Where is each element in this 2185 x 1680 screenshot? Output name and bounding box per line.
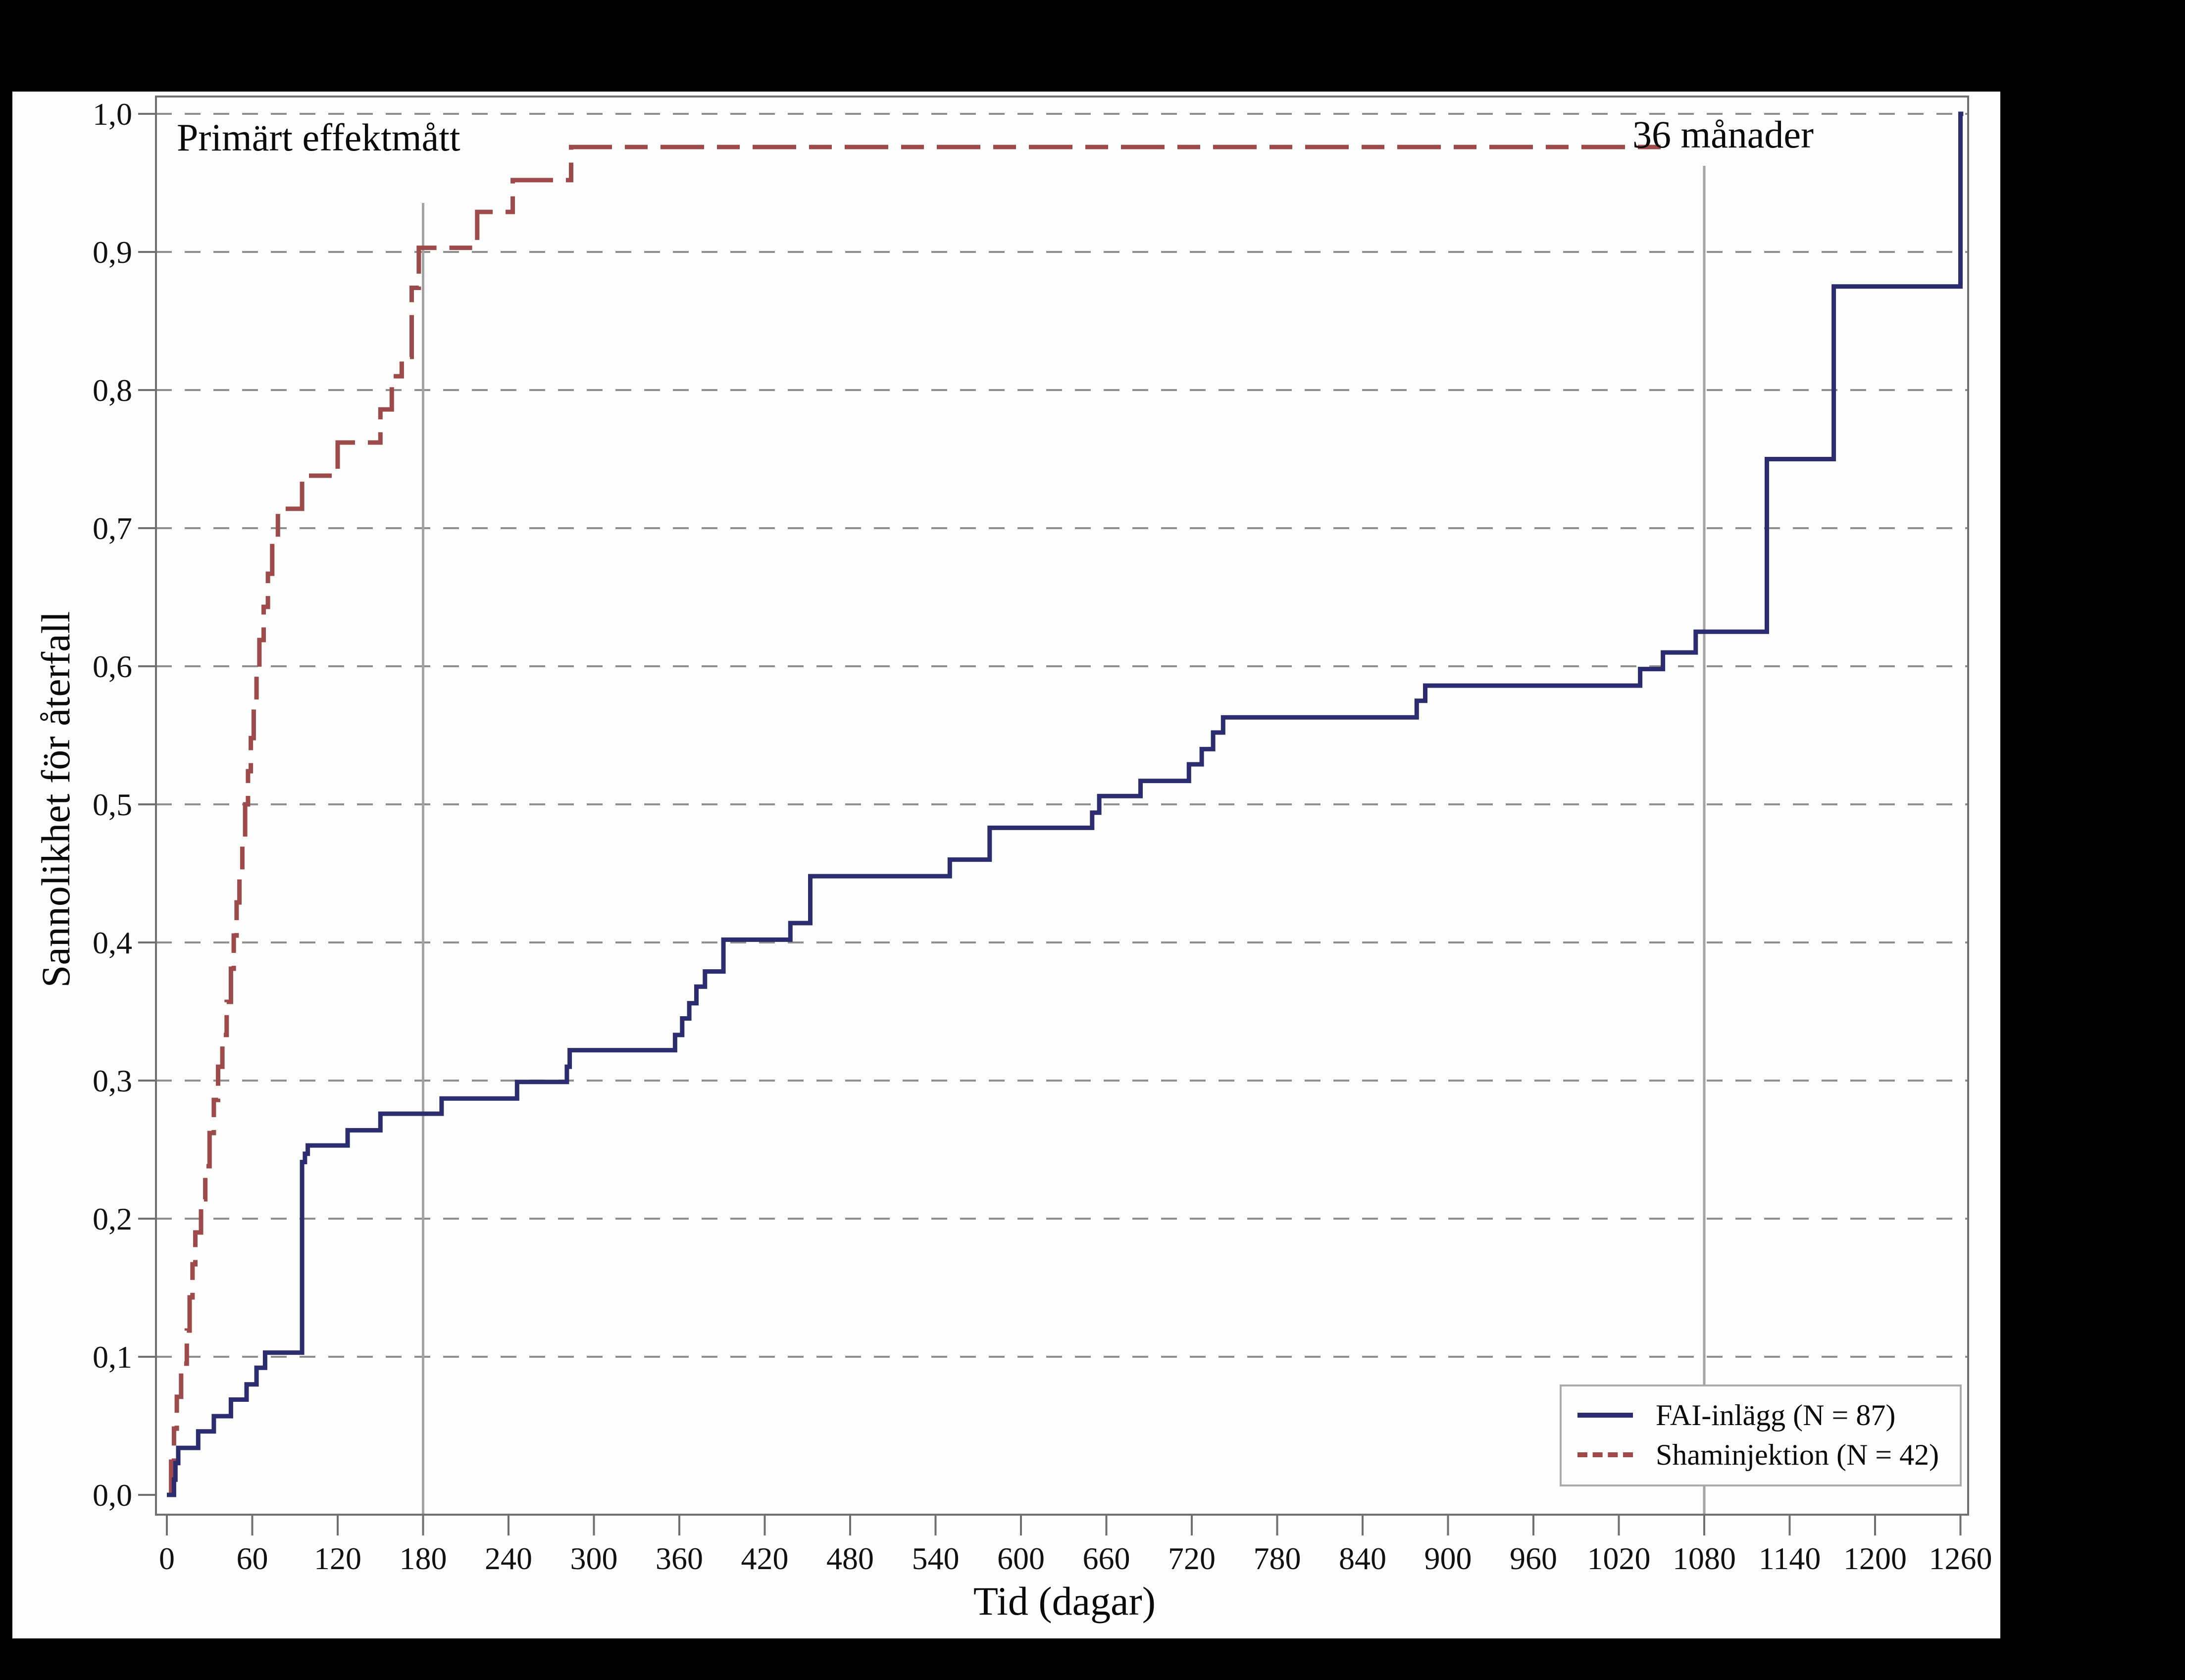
plot-frame: [155, 96, 1969, 1516]
x-axis-title: Tid (dagar): [973, 1579, 1156, 1624]
sham-line-sample-icon: [1577, 1452, 1633, 1457]
legend-item-fai: FAI-inlägg (N = 87): [1577, 1398, 1896, 1432]
x-tick-label: 60: [237, 1541, 268, 1576]
y-tick-label: 0,2: [93, 1201, 132, 1236]
annotation-36-months: 36 månader: [1632, 113, 1814, 156]
x-tick-label: 180: [400, 1541, 447, 1576]
x-tick-label: 1020: [1587, 1541, 1651, 1576]
x-tick-label: 1260: [1929, 1541, 1992, 1576]
x-tick-label: 300: [570, 1541, 618, 1576]
legend-label-fai: FAI-inlägg (N = 87): [1656, 1398, 1896, 1432]
x-tick-label: 1140: [1759, 1541, 1821, 1576]
y-tick-label: 0,1: [93, 1339, 132, 1375]
x-tick-label: 480: [826, 1541, 874, 1576]
x-tick-label: 540: [912, 1541, 960, 1576]
legend-box: FAI-inlägg (N = 87) Shaminjektion (N = 4…: [1560, 1384, 1962, 1486]
x-tick-label: 780: [1254, 1541, 1301, 1576]
legend-label-sham: Shaminjektion (N = 42): [1656, 1438, 1939, 1471]
y-tick-label: 0,6: [93, 649, 132, 684]
x-tick-label: 960: [1510, 1541, 1557, 1576]
x-tick-label: 1080: [1673, 1541, 1736, 1576]
annotation-primary-endpoint: Primärt effektmått: [177, 116, 460, 159]
x-tick-label: 720: [1168, 1541, 1216, 1576]
y-tick-label: 0,7: [93, 511, 132, 546]
y-tick-label: 0,4: [93, 925, 132, 960]
x-tick-label: 900: [1424, 1541, 1472, 1576]
x-tick-label: 660: [1083, 1541, 1130, 1576]
km-plot-area: 0 60 120 180 240 300 360 420 480 540 600 660 720 780 8…: [93, 96, 1992, 1576]
x-tick-label: 600: [997, 1541, 1045, 1576]
y-tick-label: 1,0: [93, 97, 132, 132]
x-tick-label: 840: [1339, 1541, 1386, 1576]
fai-line-sample-icon: [1577, 1413, 1633, 1418]
x-tick-label: 120: [314, 1541, 361, 1576]
x-tick-label: 0: [159, 1541, 175, 1576]
x-tick-label: 420: [741, 1541, 789, 1576]
chart-panel: 0 60 120 180 240 300 360 420 480 540 600 660 720 780 8…: [12, 92, 2000, 1638]
fai-curve: [167, 111, 1964, 1497]
x-tick-label: 240: [485, 1541, 532, 1576]
sham-curve: [167, 145, 1669, 1497]
x-tick-label: 360: [656, 1541, 703, 1576]
legend-item-sham: Shaminjektion (N = 42): [1577, 1438, 1939, 1471]
y-axis-title: Sannolikhet för återfall: [33, 611, 78, 988]
x-tick-label: 1200: [1843, 1541, 1907, 1576]
y-tick-label: 0,9: [93, 235, 132, 270]
y-tick-label: 0,3: [93, 1063, 132, 1098]
y-tick-label: 0,0: [93, 1478, 132, 1513]
y-tick-label: 0,5: [93, 787, 132, 822]
y-tick-label: 0,8: [93, 373, 132, 408]
